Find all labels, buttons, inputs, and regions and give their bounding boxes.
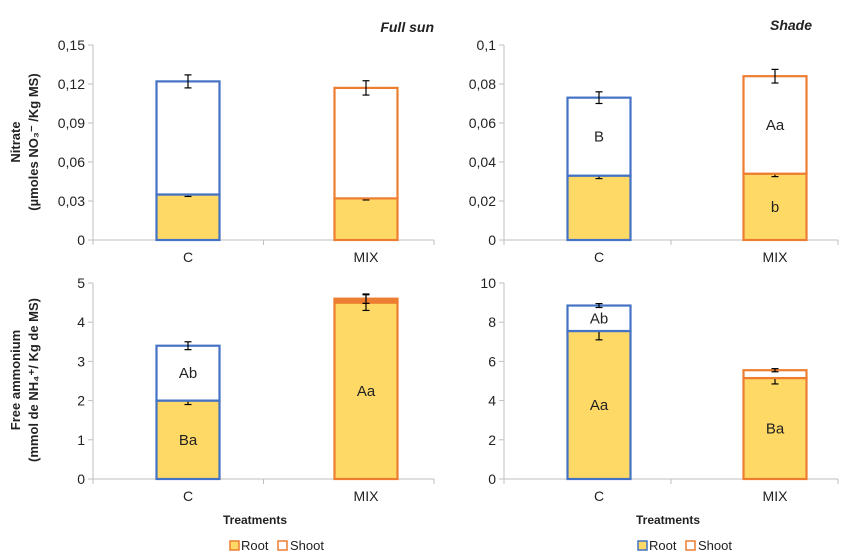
x-category-label: C (594, 249, 604, 265)
y-tick-label: 0,12 (58, 76, 85, 92)
y-tick-label: 4 (488, 393, 496, 409)
segment-label: Ba (179, 432, 198, 449)
x-category-label: MIX (763, 249, 789, 265)
y-tick-label: 6 (488, 353, 496, 369)
legend-right: Root Shoot (637, 538, 732, 553)
x-axis-title: Treatments (223, 513, 287, 527)
x-category-label: C (594, 488, 604, 504)
error-bar (184, 74, 192, 89)
panel-title: Shade (770, 17, 812, 33)
error-bar (595, 91, 603, 105)
y-tick-label: 0,15 (58, 37, 85, 53)
bar-segment (566, 329, 632, 481)
legend-left: Root Shoot (229, 538, 324, 553)
ylabel-ammonium-line2: (mmol de NH₄⁺/ Kg de MS) (26, 298, 41, 462)
legend-label-root: Root (649, 538, 677, 553)
segment-label: Ab (179, 365, 197, 382)
y-tick-label: 0 (488, 232, 496, 248)
legend-label-shoot: Shoot (698, 538, 732, 553)
legend-label-shoot: Shoot (290, 538, 324, 553)
chart-panel-1: 0 0,03 0,06 0,09 0,12 0,15 C MIX Full sun (58, 19, 435, 265)
y-tick-label: 0,03 (58, 193, 85, 209)
y-tick-label: 0,02 (469, 193, 496, 209)
y-tick-label: 3 (77, 353, 85, 369)
panel-title: Full sun (380, 19, 434, 35)
bar-segment (333, 197, 399, 242)
legend-swatch-root (637, 540, 648, 551)
bar-segment (742, 172, 808, 242)
segment-label: b (771, 199, 779, 216)
chart-panel-4: 0 2 4 6 8 10 C MIX Aa Ab Ba Treatments (480, 275, 839, 527)
x-axis-title: Treatments (636, 513, 700, 527)
y-tick-label: 4 (77, 314, 85, 330)
y-tick-label: 8 (488, 314, 496, 330)
bar-segment (566, 174, 632, 242)
segment-label: Aa (766, 117, 785, 134)
segment-label: Aa (590, 397, 609, 414)
error-bar (595, 302, 603, 309)
ylabel-nitrate-line2: (µmoles NO₃⁻ /Kg MS) (26, 73, 41, 210)
bar-segment (155, 399, 221, 481)
y-tick-label: 1 (77, 432, 85, 448)
y-tick-label: 0,06 (469, 115, 496, 131)
segment-label: Aa (357, 383, 376, 400)
bar-segment (742, 75, 808, 175)
x-category-label: MIX (354, 249, 380, 265)
y-tick-label: 2 (77, 393, 85, 409)
error-bar (771, 368, 779, 373)
x-category-label: MIX (354, 488, 380, 504)
x-category-label: C (183, 488, 193, 504)
error-bar (362, 80, 370, 96)
y-tick-label: 2 (488, 432, 496, 448)
y-tick-label: 10 (480, 275, 496, 291)
segment-label: Ab (590, 310, 608, 327)
bar-segment (333, 301, 399, 481)
y-tick-label: 0 (488, 471, 496, 487)
bar-segment (155, 80, 221, 196)
y-tick-label: 0 (77, 471, 85, 487)
y-tick-label: 5 (77, 275, 85, 291)
legend-swatch-shoot (685, 540, 696, 551)
bar-segment (155, 193, 221, 242)
segment-label: Ba (766, 421, 785, 438)
error-bar (362, 293, 370, 304)
bar-segment (742, 376, 808, 481)
error-bar (771, 68, 779, 84)
y-tick-label: 0,04 (469, 154, 496, 170)
legend-swatch-shoot (277, 540, 288, 551)
y-tick-label: 0,09 (58, 115, 85, 131)
legend-swatch-root (229, 540, 240, 551)
error-bar (184, 341, 192, 351)
ylabel-ammonium-line1: Free ammonium (8, 330, 23, 430)
y-tick-label: 0,1 (477, 37, 497, 53)
ylabel-nitrate-line1: Nitrate (8, 121, 23, 162)
y-tick-label: 0,06 (58, 154, 85, 170)
segment-label: B (594, 129, 604, 146)
bar-segment (155, 344, 221, 402)
x-category-label: C (183, 249, 193, 265)
bar-segment (333, 86, 399, 200)
x-category-label: MIX (763, 488, 789, 504)
y-tick-label: 0 (77, 232, 85, 248)
y-tick-label: 0,08 (469, 76, 496, 92)
chart-panel-3: 0 1 2 3 4 5 C MIX Ba Ab Aa Treatments (77, 275, 435, 527)
legend-label-root: Root (241, 538, 269, 553)
chart-panel-2: 0 0,02 0,04 0,06 0,08 0,1 C MIX Bb Aa Shade (469, 17, 839, 265)
bar-segment (566, 304, 632, 333)
